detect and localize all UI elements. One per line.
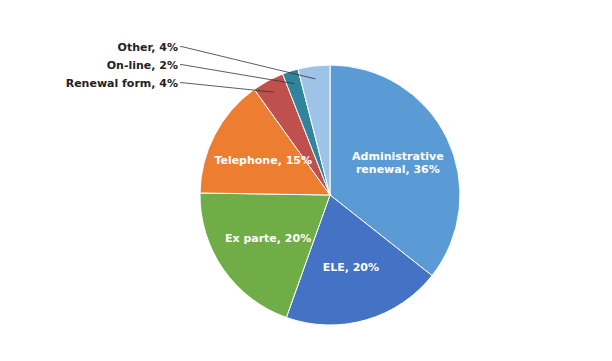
slice-label: Renewal form, 4% [66, 77, 178, 90]
slices [200, 65, 460, 325]
slice-label: On-line, 2% [107, 59, 178, 72]
leader-line [180, 65, 294, 84]
chart: Administrativerenewal, 36% ELE, 20% Ex par… [0, 0, 612, 361]
leader-line [180, 47, 315, 79]
labels: Administrativerenewal, 36% ELE, 20% Ex par… [66, 41, 444, 275]
slice-label: Administrativerenewal, 36% [352, 150, 444, 176]
slice-label: Telephone, 15% [214, 154, 312, 167]
leader-line [180, 83, 274, 93]
slice-label: ELE, 20% [323, 261, 379, 274]
slice-label: Ex parte, 20% [225, 232, 311, 245]
slice-label: Other, 4% [118, 41, 178, 54]
pie-slice [200, 193, 330, 317]
pie-slice [298, 65, 330, 195]
